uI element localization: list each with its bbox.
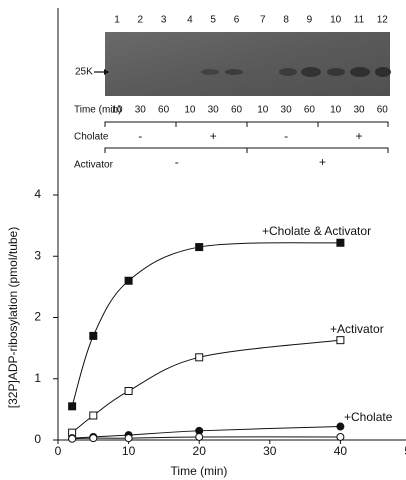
x-tick-label: 30 bbox=[263, 444, 277, 458]
time-value: 10 bbox=[184, 105, 196, 116]
point bbox=[90, 435, 97, 442]
x-tick-label: 20 bbox=[193, 444, 207, 458]
lane-number: 5 bbox=[210, 15, 216, 26]
point bbox=[125, 388, 132, 395]
lane-number: 11 bbox=[354, 15, 365, 26]
series-line bbox=[72, 243, 340, 407]
point bbox=[90, 332, 97, 339]
x-tick-label: 10 bbox=[122, 444, 136, 458]
activator-label: Activator bbox=[74, 160, 114, 171]
lane-number: 10 bbox=[330, 15, 342, 26]
point bbox=[337, 239, 344, 246]
cholate-sign: - bbox=[138, 129, 142, 143]
time-value: 30 bbox=[208, 105, 220, 116]
series-line bbox=[72, 437, 340, 439]
time-value: 30 bbox=[281, 105, 293, 116]
lane-number: 3 bbox=[161, 15, 167, 26]
activator-sign: + bbox=[319, 155, 326, 169]
gel-image bbox=[105, 32, 390, 96]
time-value: 30 bbox=[353, 105, 365, 116]
time-value: 10 bbox=[257, 105, 269, 116]
point bbox=[337, 337, 344, 344]
y-tick-label: 1 bbox=[34, 371, 41, 385]
point bbox=[337, 423, 344, 430]
time-value: 30 bbox=[135, 105, 147, 116]
lane-number: 8 bbox=[283, 15, 289, 26]
lane-number: 12 bbox=[377, 15, 389, 26]
lane-number: 2 bbox=[138, 15, 144, 26]
cholate-label: Cholate bbox=[74, 132, 109, 143]
point bbox=[90, 412, 97, 419]
figure: 25K Time (min) Cholate Activator 1234567… bbox=[0, 0, 406, 480]
brackets bbox=[105, 122, 388, 153]
point bbox=[196, 244, 203, 251]
point bbox=[125, 277, 132, 284]
point bbox=[69, 403, 76, 410]
y-tick-label: 4 bbox=[34, 187, 41, 201]
y-tick-label: 0 bbox=[34, 432, 41, 446]
time-value: 60 bbox=[377, 105, 389, 116]
series-label: +Cholate bbox=[344, 410, 393, 424]
y-tick-label: 3 bbox=[34, 248, 41, 262]
lane-number: 7 bbox=[260, 15, 266, 26]
series-line bbox=[72, 340, 340, 432]
activator-sign: - bbox=[175, 155, 179, 169]
lane-number: 1 bbox=[114, 15, 120, 26]
point bbox=[125, 435, 132, 442]
time-value: 60 bbox=[231, 105, 243, 116]
point bbox=[337, 433, 344, 440]
cholate-sign: - bbox=[284, 129, 288, 143]
series-label: +Cholate & Activator bbox=[262, 224, 371, 238]
cholate-sign: + bbox=[210, 129, 217, 143]
time-value: 10 bbox=[330, 105, 342, 116]
lane-number: 4 bbox=[187, 15, 193, 26]
y-axis-label: [32P]ADP-ribosylation (pmol/tube) bbox=[6, 227, 20, 408]
time-value: 10 bbox=[111, 105, 123, 116]
time-value: 60 bbox=[304, 105, 316, 116]
x-axis-label: Time (min) bbox=[171, 464, 228, 478]
point bbox=[196, 354, 203, 361]
lane-number: 6 bbox=[234, 15, 240, 26]
series-label: +Activator bbox=[330, 322, 384, 336]
cholate-sign: + bbox=[355, 129, 362, 143]
y-tick-label: 2 bbox=[34, 310, 41, 324]
time-value: 60 bbox=[158, 105, 170, 116]
point bbox=[196, 433, 203, 440]
gel-marker: 25K bbox=[75, 67, 93, 78]
x-tick-label: 0 bbox=[55, 444, 62, 458]
point bbox=[69, 435, 76, 442]
x-tick-label: 40 bbox=[334, 444, 348, 458]
lane-number: 9 bbox=[307, 15, 313, 26]
